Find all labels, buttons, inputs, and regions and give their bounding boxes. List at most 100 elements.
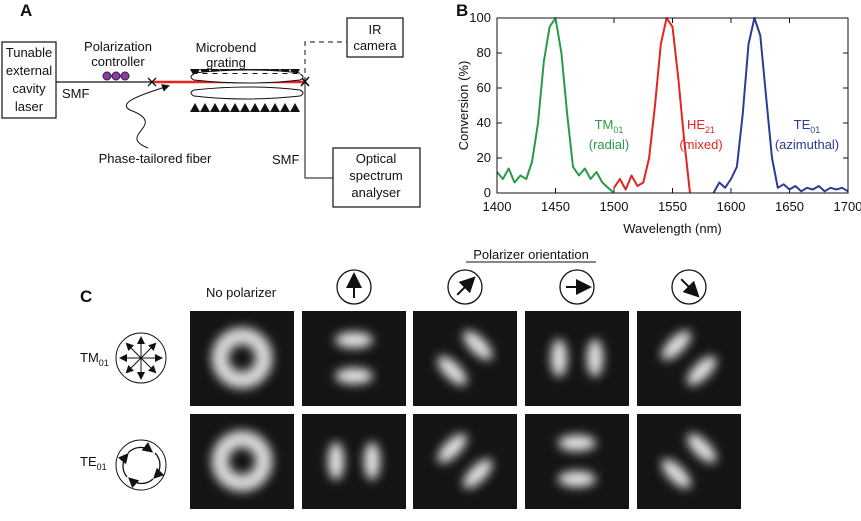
fiber-arrow — [126, 84, 170, 149]
beam-image — [302, 311, 406, 406]
te-icon — [115, 439, 167, 491]
beam-image — [190, 311, 294, 406]
controller-label: Polarization — [84, 39, 152, 54]
donut — [211, 327, 273, 389]
image-bg — [637, 311, 741, 406]
series-name-main: TM — [595, 117, 614, 132]
image-bg — [302, 311, 406, 406]
lobe — [558, 435, 596, 451]
donut — [211, 430, 273, 492]
grating — [190, 69, 304, 112]
panel-a: A Tunable external cavity laser SMF Pola… — [1, 1, 421, 208]
beam-image — [302, 414, 406, 509]
series-line — [496, 17, 615, 194]
beam-image — [637, 414, 741, 509]
row-label-sub: 01 — [99, 358, 109, 368]
lobe — [328, 442, 344, 480]
panel-label: C — [80, 287, 92, 306]
panel-c-icons — [115, 261, 596, 491]
image-bg — [525, 414, 629, 509]
row-label-main: TE — [80, 454, 97, 469]
row-label-sub: 01 — [97, 462, 107, 472]
y-tick-label: 100 — [469, 10, 491, 25]
x-axis-label: Wavelength (nm) — [623, 221, 722, 236]
series-note: (azimuthal) — [775, 137, 839, 152]
polarizer-arrow — [456, 276, 476, 296]
fiber-label: Phase-tailored fiber — [99, 151, 212, 166]
lobe — [335, 332, 373, 348]
lobe — [437, 433, 467, 463]
panel-label: A — [20, 1, 32, 20]
controller-paddles — [102, 71, 130, 81]
grating-label: Microbend — [196, 40, 257, 55]
beam-image — [413, 311, 517, 406]
controller-label: controller — [91, 54, 145, 69]
tm-icon — [115, 332, 167, 384]
lobe — [364, 442, 380, 480]
osa-fiber — [304, 82, 333, 179]
x-tick-label: 1450 — [541, 199, 570, 214]
series-name-main: HE — [687, 117, 705, 132]
x-tick-label: 1700 — [834, 199, 861, 214]
x-tick-label: 1600 — [717, 199, 746, 214]
laser-text: laser — [15, 99, 44, 114]
x-tick-label: 1550 — [658, 199, 687, 214]
header: Polarizer orientation — [473, 247, 589, 262]
series-note: (mixed) — [679, 137, 722, 152]
series-name-sub: 01 — [810, 125, 820, 135]
series-line — [712, 17, 849, 194]
laser-text: Tunable — [6, 45, 53, 60]
lobe — [335, 368, 373, 384]
image-bg — [637, 414, 741, 509]
beam — [558, 435, 596, 487]
grating-label: grating — [206, 55, 246, 70]
smf-label: SMF — [272, 152, 300, 167]
lobe — [463, 330, 493, 360]
series-line — [613, 17, 691, 194]
beam — [335, 332, 373, 384]
osa-text: analyser — [351, 185, 401, 200]
beam — [437, 330, 493, 386]
row-label: TM01 — [80, 350, 109, 368]
x-tick-label: 1400 — [483, 199, 512, 214]
beam-image — [525, 414, 629, 509]
polarizer-arrow — [680, 278, 700, 298]
lobe — [687, 356, 717, 386]
image-bg — [302, 414, 406, 509]
image-bg — [190, 414, 294, 509]
lobe — [687, 433, 717, 463]
x-tick-label: 1500 — [600, 199, 629, 214]
y-tick-label: 80 — [477, 45, 491, 60]
series-name: TE01 — [794, 117, 821, 135]
beam — [328, 442, 380, 480]
lobe — [661, 459, 691, 489]
row-label: TE01 — [80, 454, 107, 472]
image-bg — [190, 311, 294, 406]
image-bg — [525, 311, 629, 406]
lobe — [437, 356, 467, 386]
laser-text: external — [6, 63, 52, 78]
image-bg — [413, 311, 517, 406]
beam — [661, 330, 717, 386]
camera-box — [346, 17, 404, 58]
y-tick-label: 0 — [484, 185, 491, 200]
beam — [211, 327, 273, 389]
image-bg — [413, 414, 517, 509]
laser-text: cavity — [12, 81, 46, 96]
panel-label: B — [456, 1, 468, 20]
y-tick-label: 40 — [477, 115, 491, 130]
series-name: TM01 — [595, 117, 624, 135]
beam-image — [525, 311, 629, 406]
osa-text: Optical — [356, 151, 397, 166]
series-note: (radial) — [589, 137, 629, 152]
osa-box — [332, 147, 421, 208]
beam — [437, 433, 493, 489]
series-name-main: TE — [794, 117, 811, 132]
osa-text: spectrum — [349, 168, 402, 183]
x-tick-label: 1650 — [775, 199, 804, 214]
beam-image — [637, 311, 741, 406]
series-name-sub: 01 — [613, 125, 623, 135]
column-label: No polarizer — [206, 285, 277, 300]
series-name-sub: 21 — [705, 125, 715, 135]
